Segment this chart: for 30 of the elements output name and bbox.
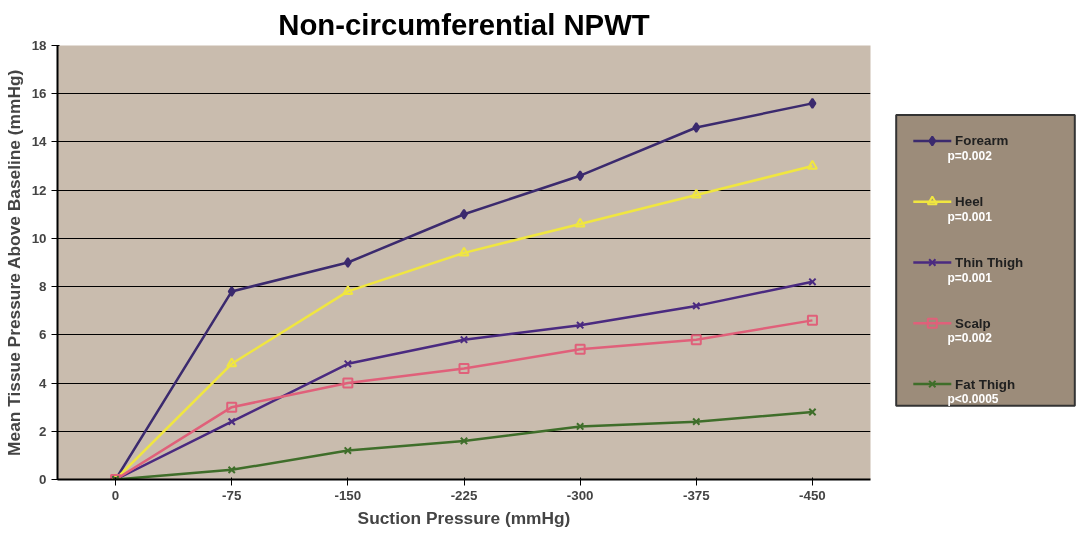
text: p<0.0005	[947, 392, 999, 407]
legend-label: Scalp	[955, 315, 991, 331]
x-tick-label: -75	[222, 487, 242, 503]
legend-label: Heel	[955, 194, 984, 210]
y-tick-label: 12	[31, 182, 47, 198]
x-tick-label: -375	[682, 487, 711, 503]
x-tick-label: 0	[111, 487, 120, 503]
y-tick-label: 2	[39, 423, 47, 439]
x-tick-label: -150	[334, 487, 362, 503]
y-tick-label: 18	[31, 38, 47, 53]
legend-label: Thin Thigh	[955, 255, 1024, 270]
chart-title: Non-circumferential NPWT	[278, 7, 650, 41]
text: p=0.001	[947, 209, 993, 224]
x-tick-label: -225	[450, 487, 478, 503]
y-tick-label: 10	[31, 230, 47, 246]
legend-label: Forearm	[955, 133, 1009, 149]
y-tick-label: 0	[39, 472, 47, 487]
y-tick-label: 16	[31, 86, 47, 102]
y-tick-label: 4	[39, 375, 48, 391]
x-tick-label: -300	[566, 487, 594, 503]
y-axis-title: Mean Tissue Pressure Above Baseline (mmHg)	[3, 69, 24, 456]
text: p=0.002	[947, 149, 993, 164]
legend-label: Fat Thigh	[955, 376, 1016, 392]
x-tick-label: -450	[799, 487, 826, 503]
x-axis-title: Suction Pressure (mmHg)	[357, 507, 571, 528]
text: p=0.001	[947, 270, 993, 285]
y-tick-label: 6	[39, 327, 47, 343]
y-tick-label: 8	[39, 279, 47, 295]
y-tick-label: 14	[31, 134, 48, 150]
text: p=0.002	[947, 331, 993, 346]
